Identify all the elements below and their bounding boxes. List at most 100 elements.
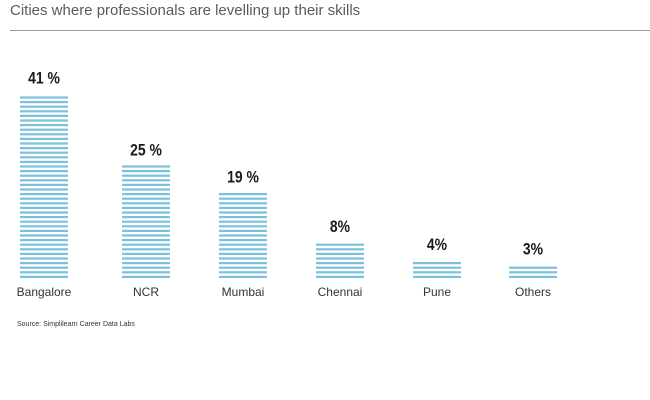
bar-stripe [219,243,267,246]
bar-stripe [413,266,461,269]
bar-stripe [20,174,68,177]
bar-stripe [122,202,170,205]
bar-stripe [122,229,170,232]
bar-stripe [316,271,364,274]
bar-stripe [413,271,461,274]
bar-stripe [20,128,68,131]
bar-pune [413,262,461,278]
bar-stripe [219,252,267,255]
bar-stripe [20,206,68,209]
bar-stripe [219,229,267,232]
bar-stripe [20,170,68,173]
bar-stripe [316,257,364,260]
bar-chart: 41 % Bangalore 25 % NCR 19 % Mumbai 8% Chennai 4… [17,69,557,299]
bar-stripe [122,206,170,209]
bar-stripe [509,266,557,269]
bar-stripe [20,160,68,163]
bar-stripe [20,119,68,122]
value-label: 3% [523,240,543,259]
title-divider [10,30,650,31]
bar-stripe [122,174,170,177]
bar-bangalore [20,96,68,278]
bar-stripe [20,151,68,154]
bar-stripe [20,133,68,136]
bar-stripe [219,239,267,242]
bar-stripe [413,262,461,265]
bar-stripe [219,262,267,265]
bar-stripe [20,110,68,113]
category-label: Mumbai [222,285,265,299]
bar-stripe [20,142,68,145]
value-label: 41 % [28,69,60,88]
value-label: 19 % [227,168,259,187]
bar-stripe [122,262,170,265]
bar-stripe [20,197,68,200]
value-label: 25 % [130,141,162,160]
bar-others [509,266,557,278]
bar-stripe [122,252,170,255]
bar-stripe [20,243,68,246]
bar-stripe [219,275,267,278]
bar-stripe [122,170,170,173]
bar-stripe [122,211,170,214]
bar-stripe [122,275,170,278]
bar-stripe [20,262,68,265]
bar-stripe [316,252,364,255]
bar-stripe [122,234,170,237]
bar-stripe [219,220,267,223]
bar-stripe [219,248,267,251]
bar-stripe [20,188,68,191]
bar-stripe [122,216,170,219]
bar-stripe [122,257,170,260]
bar-stripe [316,266,364,269]
value-label: 8% [330,218,350,237]
bar-stripe [413,275,461,278]
bar-stripe [122,197,170,200]
bar-stripe [219,216,267,219]
bar-stripe [20,234,68,237]
category-label: Chennai [318,285,363,299]
bar-stripe [20,105,68,108]
bar-stripe [122,179,170,182]
bar-stripe [20,271,68,274]
bar-stripe [219,206,267,209]
bar-stripe [20,239,68,242]
bar-stripe [20,225,68,228]
bar-stripe [20,202,68,205]
bar-stripe [316,262,364,265]
bar-stripe [20,179,68,182]
bar-stripe [122,165,170,168]
bar-stripe [316,243,364,246]
category-label: Bangalore [17,285,72,299]
bar-mumbai [219,193,267,278]
value-label: 4% [427,236,447,255]
bar-stripe [219,257,267,260]
category-label: Pune [423,285,451,299]
bar-stripe [122,183,170,186]
bar-stripe [20,257,68,260]
bar-stripe [509,275,557,278]
bar-stripe [122,193,170,196]
bar-stripe [20,211,68,214]
bar-stripe [20,275,68,278]
bar-stripe [122,266,170,269]
bar-stripe [509,271,557,274]
bar-stripe [20,229,68,232]
bar-stripe [20,193,68,196]
bar-ncr [122,165,170,278]
bar-stripe [20,156,68,159]
category-label: NCR [133,285,159,299]
bar-stripe [122,220,170,223]
bar-stripe [219,211,267,214]
bar-stripe [20,137,68,140]
bar-stripe [20,124,68,127]
bar-stripe [122,271,170,274]
bar-stripe [219,225,267,228]
bar-stripe [20,96,68,99]
bar-stripe [122,248,170,251]
bar-stripe [20,101,68,104]
bar-stripe [20,165,68,168]
bar-stripe [316,275,364,278]
bar-stripe [20,220,68,223]
